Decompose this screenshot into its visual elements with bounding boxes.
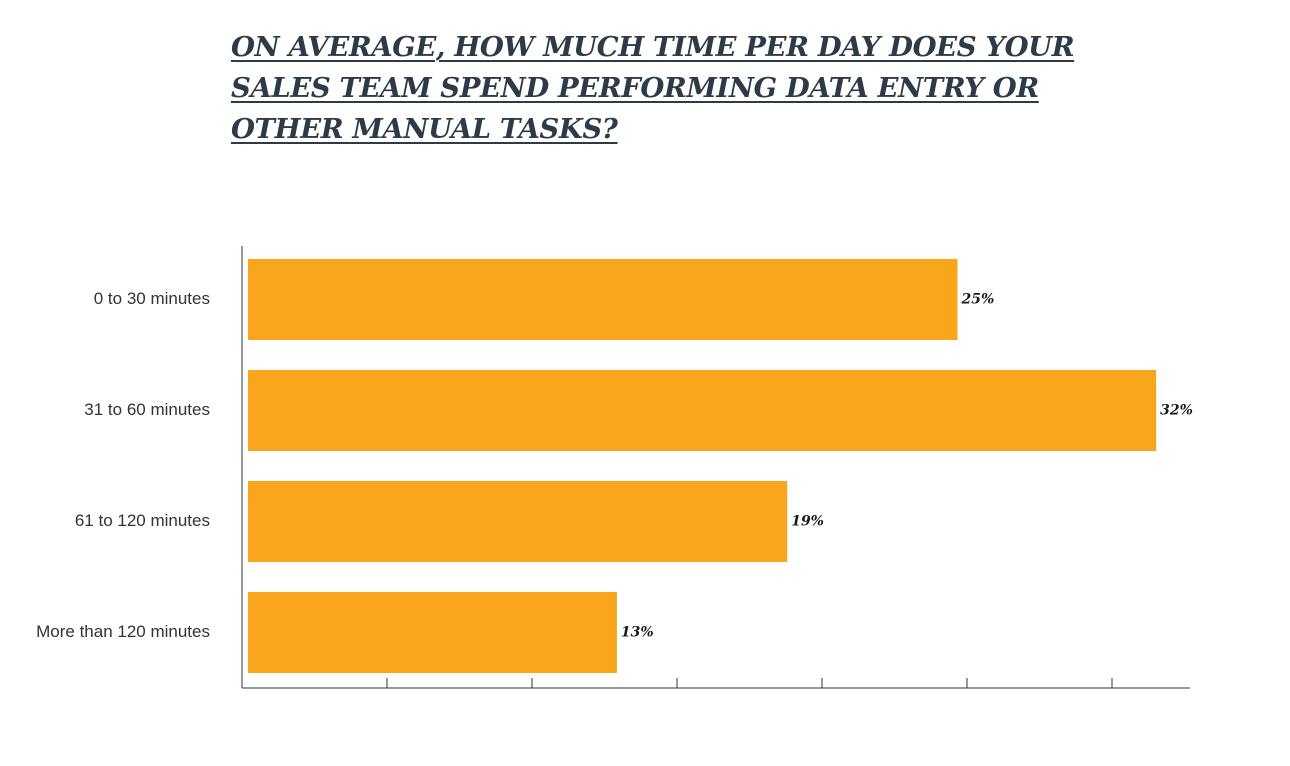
value-label: 13% [621, 625, 654, 641]
bar [248, 592, 617, 673]
value-label: 19% [791, 514, 824, 530]
bar [248, 370, 1157, 451]
chart-title: ON AVERAGE, HOW MUCH TIME PER DAY DOES Y… [231, 27, 1111, 150]
category-label: More than 120 minutes [36, 622, 210, 641]
value-label: 32% [1160, 403, 1193, 419]
category-label: 61 to 120 minutes [75, 511, 210, 530]
bar [248, 481, 788, 562]
value-label: 25% [960, 292, 994, 308]
category-label: 0 to 30 minutes [94, 289, 210, 308]
category-label: 31 to 60 minutes [84, 400, 210, 419]
bar [248, 259, 958, 340]
chart-title-line-3: OTHER MANUAL TASKS? [231, 113, 618, 145]
chart-title-line-1: ON AVERAGE, HOW MUCH TIME PER DAY DOES Y… [231, 31, 1075, 63]
chart-title-line-2: SALES TEAM SPEND PERFORMING DATA ENTRY O… [231, 72, 1039, 104]
